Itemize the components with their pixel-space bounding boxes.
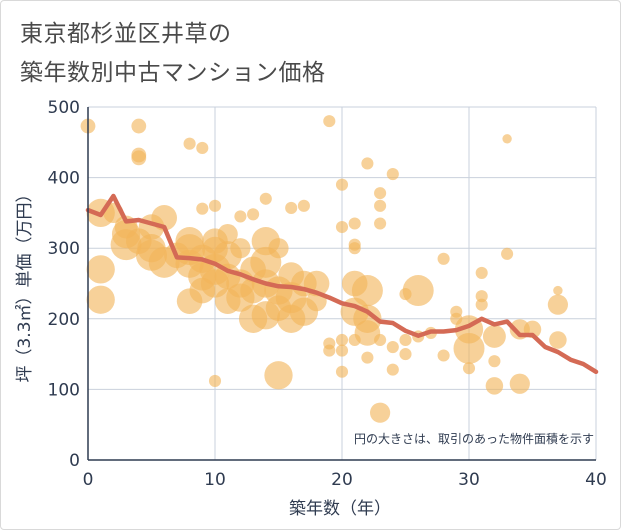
- bubble-point: [323, 115, 336, 128]
- x-tick-label: 30: [458, 470, 480, 490]
- bubble-point: [482, 325, 506, 348]
- bubble-point: [208, 199, 222, 212]
- tick-labels: 0 100 200 300 400 500 0 10 20 30 40: [48, 98, 607, 490]
- bubble-point: [335, 178, 349, 191]
- trend-line-layer: [85, 193, 599, 375]
- bubble-point: [196, 202, 209, 215]
- bubble-point: [386, 363, 399, 376]
- bubble-point: [549, 331, 567, 349]
- x-axis-title: 築年数（年）: [289, 499, 391, 519]
- bubble-point: [547, 294, 569, 315]
- bubble-point: [475, 266, 488, 279]
- size-note: 円の大きさは、取引のあった物件面積を示す: [354, 431, 594, 446]
- bubble-point: [86, 255, 115, 284]
- bubble-point: [335, 344, 349, 357]
- bubble-point: [351, 275, 383, 307]
- y-tick-label: 400: [48, 169, 80, 189]
- y-tick-label: 0: [69, 451, 80, 471]
- y-tick-label: 200: [48, 310, 80, 330]
- bubble-point: [399, 333, 412, 347]
- bubble-point: [234, 210, 247, 223]
- bubble-point: [361, 157, 374, 170]
- bubble-point: [485, 377, 504, 395]
- bubble-point: [502, 134, 512, 144]
- chart-title-line1: 東京都杉並区井草の: [20, 21, 232, 47]
- bubble-point: [264, 361, 293, 390]
- bubble-point: [361, 351, 374, 364]
- bubble-point: [553, 285, 563, 296]
- bubble-point: [259, 192, 272, 205]
- x-tick-label: 20: [331, 470, 353, 490]
- x-tick-label: 10: [204, 470, 226, 490]
- bubble-point: [386, 340, 399, 354]
- bubble-point: [285, 201, 298, 215]
- trend-line: [85, 193, 599, 375]
- bubble-point: [208, 374, 222, 387]
- bubble-point: [386, 168, 399, 181]
- bubble-point: [183, 137, 196, 150]
- bubble-point: [268, 238, 289, 259]
- bubble-layer: [80, 115, 569, 423]
- bubble-point: [437, 252, 450, 265]
- bubble-point: [402, 275, 434, 307]
- bubble-point: [247, 208, 260, 221]
- bubble-point: [370, 402, 391, 423]
- bubble-point: [437, 349, 450, 362]
- bubble-point: [453, 332, 485, 364]
- bubble-point: [131, 118, 147, 134]
- bubble-point: [475, 298, 488, 311]
- x-tick-label: 40: [585, 470, 607, 490]
- axes: [87, 107, 596, 461]
- y-tick-label: 300: [48, 239, 80, 259]
- y-tick-label: 100: [48, 380, 80, 400]
- bubble-point: [509, 373, 530, 394]
- y-axis-title: 坪（3.3㎡）単価（万円）: [15, 185, 35, 382]
- bubble-point: [399, 348, 412, 361]
- bubble-point: [86, 285, 115, 314]
- bubble-point: [196, 141, 209, 154]
- bubble-point: [348, 242, 361, 255]
- bubble-point: [217, 223, 238, 245]
- x-tick-label: 0: [83, 470, 94, 490]
- bubble-point: [131, 150, 147, 166]
- chart-title-line2: 築年数別中古マンション価格: [20, 60, 326, 86]
- bubble-point: [335, 365, 349, 378]
- bubble-point: [230, 238, 251, 259]
- bubble-point: [501, 247, 514, 260]
- bubble-point: [462, 362, 476, 375]
- bubble-point: [475, 290, 488, 303]
- bubble-point: [488, 355, 501, 368]
- bubble-point: [374, 199, 387, 212]
- bubble-point: [354, 320, 381, 346]
- bubble-point: [348, 217, 361, 230]
- bubble-point: [335, 333, 349, 347]
- bubble-point: [297, 199, 310, 212]
- bubble-point: [335, 220, 349, 234]
- bubble-point: [323, 344, 336, 357]
- bubble-point: [374, 217, 387, 230]
- y-tick-label: 500: [48, 98, 80, 118]
- bubble-point: [374, 187, 387, 200]
- bubble-point: [374, 333, 387, 347]
